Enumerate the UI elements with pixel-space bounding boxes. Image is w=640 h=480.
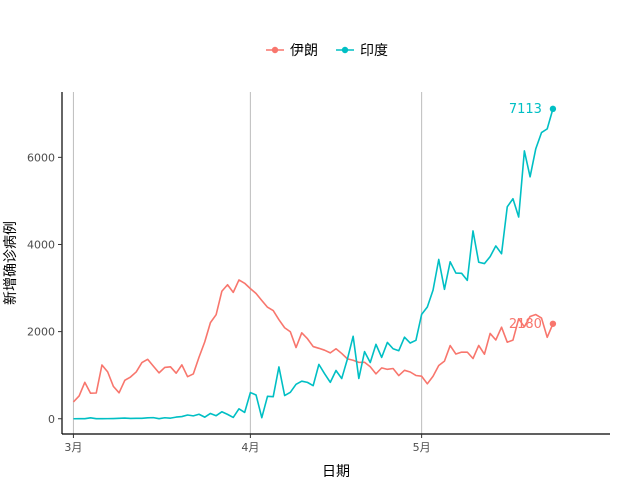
series-end-point [549,320,557,327]
x-axis-title: 日期 [322,464,350,480]
series-end-label: 2180 [509,317,542,332]
legend-label: 伊朗 [290,43,318,59]
grid-lines [72,92,423,434]
legend: 伊朗 印度 [266,43,388,59]
series-end-point [549,105,557,113]
legend-item: 伊朗 [266,43,318,59]
x-tick-label: 3月 [64,441,82,454]
series-layer: 2180 7113 [72,102,557,420]
legend-label: 印度 [360,43,388,59]
series-line-1 [73,108,554,420]
legend-key-point [271,46,279,54]
y-tick-label: 2000 [27,326,55,339]
legend-item: 印度 [336,43,388,59]
legend-key-point [341,46,349,54]
y-axis-title: 新增确诊病例 [3,221,19,305]
ticks: 3月 4月 5月 0 2000 4000 6000 [27,151,431,454]
series-end-label: 7113 [509,102,542,117]
y-tick-label: 0 [48,413,55,426]
x-tick-label: 4月 [241,441,259,454]
axes [61,92,610,435]
y-tick-label: 6000 [27,151,55,164]
x-tick-label: 5月 [413,441,431,454]
series-line-0 [72,279,554,403]
y-tick-label: 4000 [27,238,55,251]
